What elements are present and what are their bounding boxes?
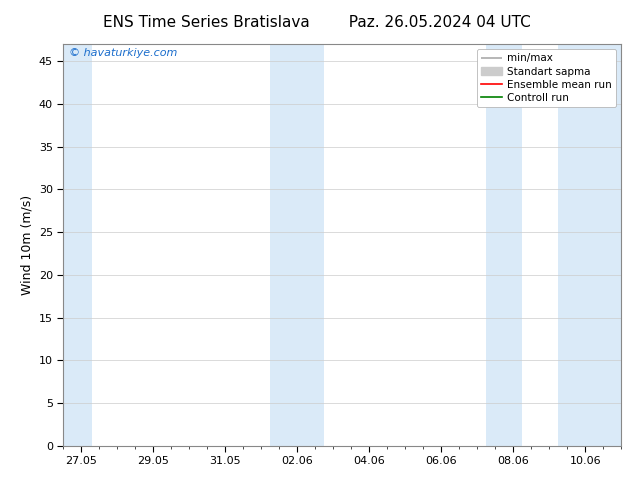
Y-axis label: Wind 10m (m/s): Wind 10m (m/s) xyxy=(20,195,34,295)
Bar xyxy=(486,44,522,446)
Bar xyxy=(63,44,92,446)
Bar xyxy=(559,44,621,446)
Text: ENS Time Series Bratislava        Paz. 26.05.2024 04 UTC: ENS Time Series Bratislava Paz. 26.05.20… xyxy=(103,15,531,30)
Text: © havaturkiye.com: © havaturkiye.com xyxy=(69,48,178,58)
Bar xyxy=(270,44,325,446)
Legend: min/max, Standart sapma, Ensemble mean run, Controll run: min/max, Standart sapma, Ensemble mean r… xyxy=(477,49,616,107)
